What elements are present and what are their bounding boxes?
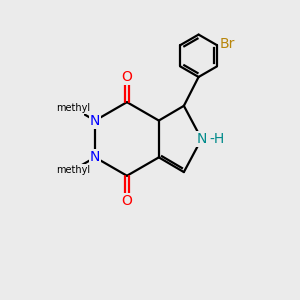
Text: methyl: methyl: [56, 165, 91, 175]
Text: O: O: [122, 194, 132, 208]
Text: N: N: [90, 114, 100, 128]
Text: methyl: methyl: [56, 103, 91, 113]
Text: Br: Br: [219, 37, 235, 51]
Text: -H: -H: [209, 132, 224, 146]
Text: me: me: [64, 101, 83, 115]
Text: N: N: [196, 132, 207, 146]
Text: N: N: [90, 150, 100, 164]
Text: O: O: [122, 70, 132, 84]
